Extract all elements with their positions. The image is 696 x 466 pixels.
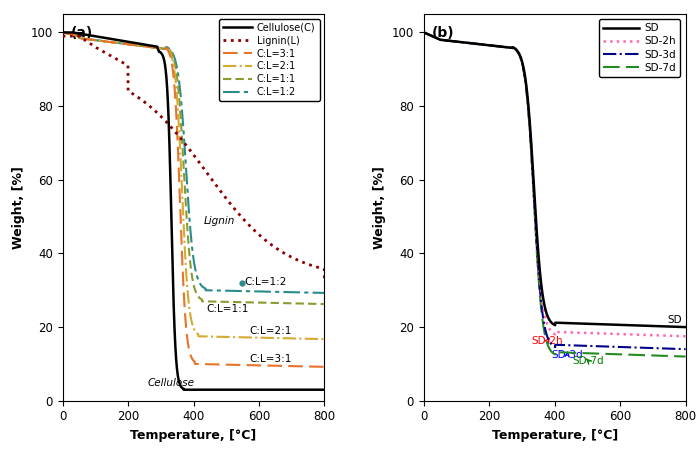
Y-axis label: Weight, [%]: Weight, [%] — [12, 166, 25, 249]
Text: SD-3d: SD-3d — [551, 350, 583, 360]
Text: C:L=2:1: C:L=2:1 — [249, 327, 292, 336]
Text: C:L=1:1: C:L=1:1 — [207, 304, 249, 315]
Text: (b): (b) — [432, 26, 454, 40]
Text: C:L=1:2: C:L=1:2 — [244, 277, 287, 287]
X-axis label: Temperature, [°C]: Temperature, [°C] — [130, 429, 257, 442]
Text: SD-7d: SD-7d — [573, 356, 604, 366]
Text: Lignin: Lignin — [203, 216, 235, 226]
Text: SD-2h: SD-2h — [532, 336, 564, 346]
Legend: SD, SD-2h, SD-3d, SD-7d: SD, SD-2h, SD-3d, SD-7d — [599, 19, 681, 77]
Text: (a): (a) — [70, 26, 93, 40]
X-axis label: Temperature, [°C]: Temperature, [°C] — [491, 429, 618, 442]
Legend: Cellulose(C), Lignin(L), C:L=3:1, C:L=2:1, C:L=1:1, C:L=1:2: Cellulose(C), Lignin(L), C:L=3:1, C:L=2:… — [219, 19, 319, 101]
Text: C:L=3:1: C:L=3:1 — [249, 354, 292, 364]
Y-axis label: Weight, [%]: Weight, [%] — [373, 166, 386, 249]
Text: Cellulose: Cellulose — [148, 378, 195, 388]
Text: SD: SD — [667, 315, 682, 325]
